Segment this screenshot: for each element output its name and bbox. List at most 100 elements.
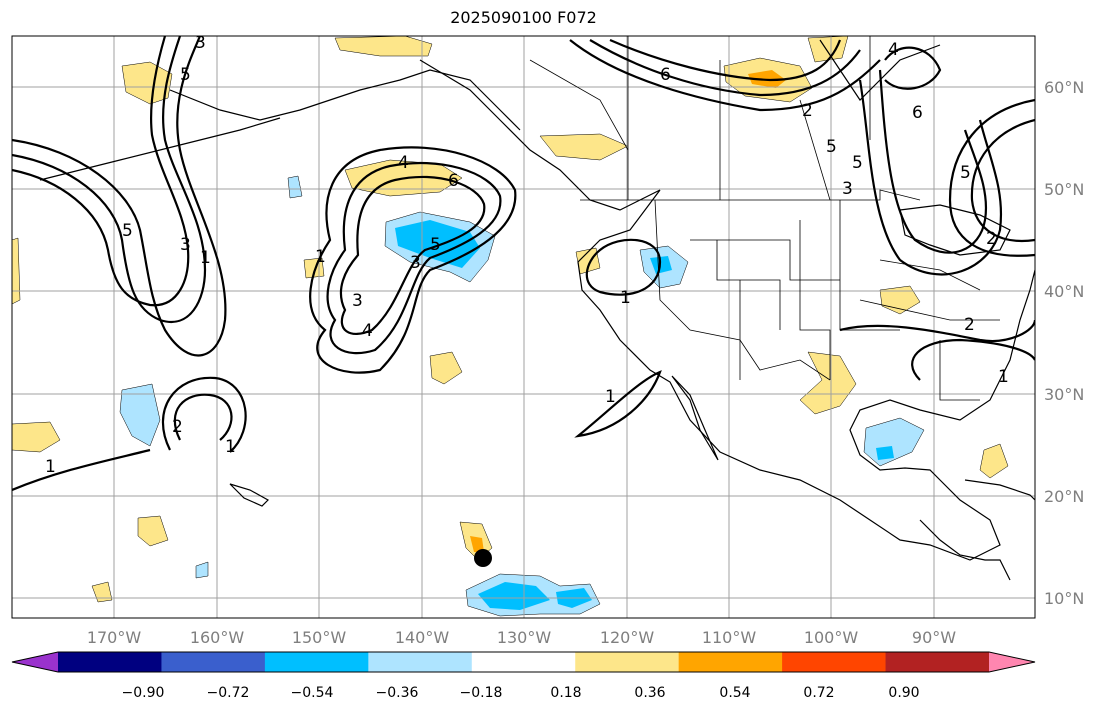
negative-anomaly-area	[119, 383, 161, 447]
political-borders	[529, 36, 1000, 401]
colorbar-tick-label: 0.90	[888, 685, 919, 701]
contour-line	[839, 319, 1035, 343]
contour-label: 1	[998, 367, 1009, 387]
contour-label: 2	[172, 417, 183, 437]
positive-anomaly-area	[799, 351, 857, 415]
lon-label: 170°W	[87, 628, 142, 647]
colorbar-tick-label: −0.72	[207, 685, 250, 701]
positive-anomaly-area	[12, 237, 21, 305]
lat-label: 30°N	[1044, 385, 1084, 404]
colorbar-tick-label: −0.90	[122, 685, 165, 701]
lat-label: 20°N	[1044, 487, 1084, 506]
positive-anomaly-area	[807, 36, 849, 63]
negative-anomaly-area	[287, 175, 303, 199]
colorbar	[11, 651, 1036, 673]
positive-anomaly-area	[12, 421, 61, 453]
colorbar-segment	[575, 652, 680, 672]
contour-label: 1	[200, 248, 211, 268]
contour-label: 3	[180, 235, 191, 255]
colorbar-tick-label: 0.54	[719, 685, 750, 701]
positive-anomaly-area	[121, 61, 173, 105]
contour-line	[309, 146, 517, 374]
contour-label: 4	[362, 321, 373, 341]
contour-label: 2	[964, 315, 975, 335]
contour-label: 4	[398, 153, 409, 173]
contour-line	[12, 36, 207, 323]
colorbar-segment	[782, 652, 887, 672]
negative-anomaly-area	[650, 256, 672, 274]
colorbar-tick-label: −0.18	[460, 685, 503, 701]
central-america-coastline	[919, 519, 1011, 581]
hawaii-coastline	[229, 483, 269, 507]
contour-label: 5	[122, 221, 133, 241]
contour-label: 5	[826, 137, 837, 157]
contour-label: 6	[448, 171, 459, 191]
alaska-coastline	[169, 69, 521, 131]
colorbar-tick-label: 0.36	[634, 685, 665, 701]
colorbar-tick-label: −0.54	[291, 685, 334, 701]
lat-label: 60°N	[1044, 78, 1084, 97]
map-title: 2025090100 F072	[450, 8, 597, 27]
colorbar-segment	[264, 652, 369, 672]
colorbar-segment	[885, 652, 990, 672]
negative-anomaly-area	[876, 446, 894, 460]
grid-lines	[12, 36, 1035, 618]
contour-label: 1	[315, 247, 326, 267]
contour-label: 3	[410, 253, 421, 273]
contour-label: 6	[912, 103, 923, 123]
colorbar-tick-label: 0.72	[803, 685, 834, 701]
positive-anomaly-area	[137, 515, 169, 547]
contour-line	[585, 238, 662, 296]
contour-line	[12, 36, 190, 307]
contour-line	[569, 39, 881, 112]
lon-label: 90°W	[912, 628, 956, 647]
contour-line	[911, 338, 1035, 381]
contour-label: 6	[660, 65, 671, 85]
longitude-labels: 170°W 160°W 150°W 140°W 130°W 120°W 110°…	[87, 628, 956, 647]
colorbar-segment	[368, 652, 473, 672]
contour-line	[589, 39, 861, 97]
contour-label: 1	[620, 288, 631, 308]
lat-label: 10°N	[1044, 589, 1084, 608]
contour-label: 3	[352, 291, 363, 311]
contour-label: 1	[225, 437, 236, 457]
lon-label: 160°W	[190, 628, 245, 647]
colorbar-extend-low	[12, 652, 58, 672]
colorbar-tick-label: −0.36	[376, 685, 419, 701]
contour-line	[574, 370, 662, 438]
positive-anomaly-area	[91, 581, 113, 603]
negative-anomaly-area	[478, 582, 550, 610]
latitude-labels: 60°N 50°N 40°N 30°N 20°N 10°N	[1044, 78, 1084, 608]
contour-label: 2	[986, 229, 997, 249]
contour-line	[970, 118, 1035, 243]
colorbar-segment	[471, 652, 576, 672]
contour-label: 3	[195, 33, 206, 53]
lon-label: 110°W	[702, 628, 757, 647]
contour-label: 3	[842, 179, 853, 199]
positive-anomaly-area	[979, 443, 1009, 479]
contour-labels: 1 3 5 1 3 4 4 6 5 3 1 1 2 1 1 6 2 5 5 3 …	[45, 33, 1009, 477]
contour-line	[161, 376, 247, 453]
positive-anomaly-area	[429, 351, 463, 385]
contour-line	[339, 175, 486, 335]
contour-label: 4	[888, 40, 899, 60]
lon-label: 120°W	[600, 628, 655, 647]
cuba-coastline	[964, 479, 1035, 501]
contour-label: 1	[45, 457, 56, 477]
lat-label: 40°N	[1044, 282, 1084, 301]
colorbar-ticks: −0.90 −0.72 −0.54 −0.36 −0.18 0.18 0.36 …	[122, 685, 920, 701]
map-frame	[11, 35, 1036, 619]
contour-label: 1	[605, 387, 616, 407]
contour-lines	[12, 36, 1035, 492]
lon-label: 140°W	[395, 628, 450, 647]
aleutian-coastline	[39, 117, 281, 181]
contour-label: 2	[802, 101, 813, 121]
colorbar-segment	[678, 652, 783, 672]
contour-label: 5	[852, 153, 863, 173]
contour-line	[12, 448, 151, 492]
contour-line	[878, 69, 988, 254]
contour-label: 5	[960, 163, 971, 183]
lon-label: 130°W	[497, 628, 552, 647]
coastlines	[39, 39, 1035, 581]
